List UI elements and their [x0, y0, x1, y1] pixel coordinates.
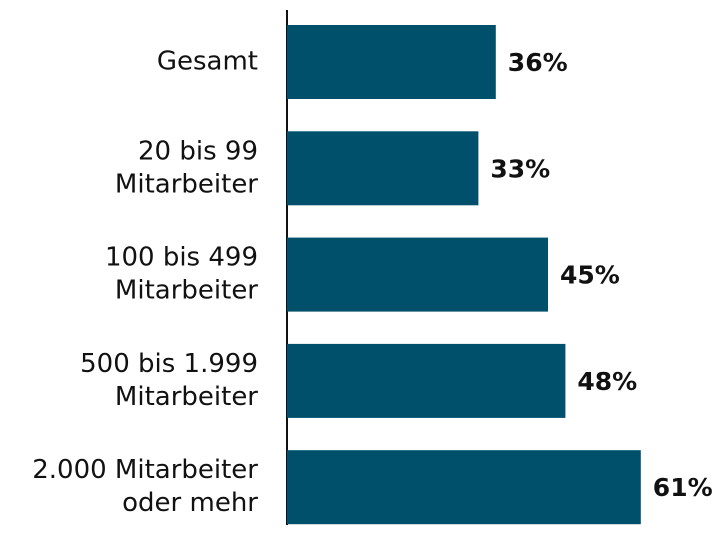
category-label: Mitarbeiter — [115, 169, 258, 199]
bar — [287, 237, 548, 312]
value-label: 36% — [508, 48, 568, 77]
value-label: 45% — [560, 261, 620, 290]
category-label: Mitarbeiter — [115, 382, 258, 412]
value-label: 48% — [577, 367, 637, 396]
value-label: 61% — [653, 473, 713, 502]
category-label: 20 bis 99 — [138, 136, 258, 166]
bar — [287, 131, 479, 206]
category-label: oder mehr — [122, 488, 258, 518]
category-label: 2.000 Mitarbeiter — [32, 455, 258, 485]
category-label: Mitarbeiter — [115, 276, 258, 306]
category-label: 100 bis 499 — [105, 243, 258, 273]
bar — [287, 450, 641, 525]
category-label: 500 bis 1.999 — [80, 349, 258, 379]
value-label: 33% — [490, 154, 550, 183]
category-label: Gesamt — [157, 47, 258, 77]
bar — [287, 343, 566, 418]
bar — [287, 25, 496, 99]
